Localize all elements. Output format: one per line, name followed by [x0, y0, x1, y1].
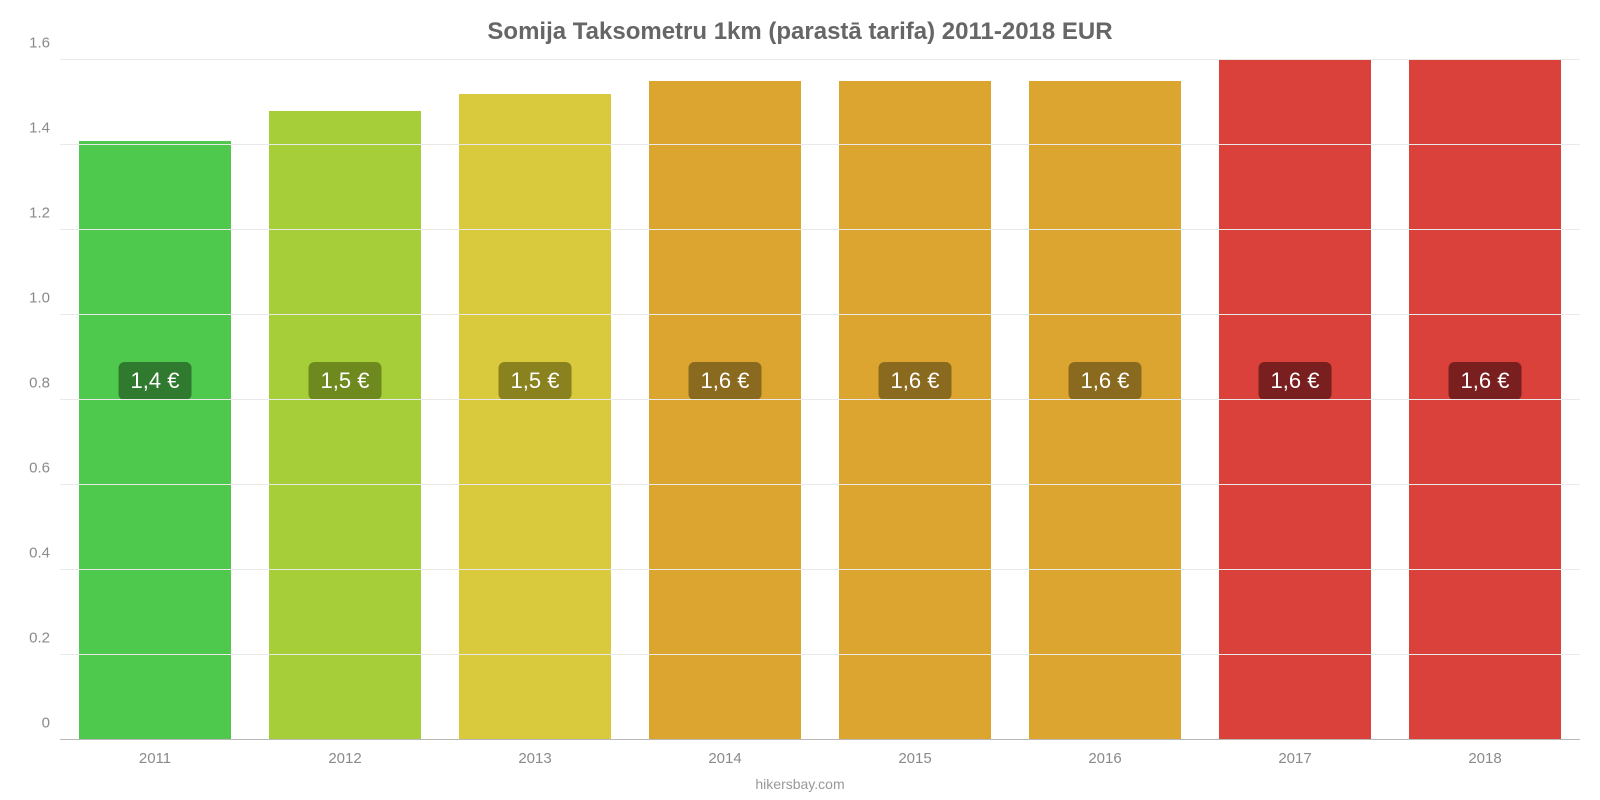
- x-tick-label: 2012: [328, 740, 361, 767]
- y-tick-label: 0.6: [29, 460, 60, 477]
- grid-line: [60, 144, 1580, 145]
- bar: [79, 141, 231, 740]
- bar-slot: 1,6 €2017: [1200, 60, 1390, 740]
- value-badge: 1,6 €: [689, 362, 762, 400]
- x-tick-label: 2018: [1468, 740, 1501, 767]
- value-badge: 1,6 €: [1259, 362, 1332, 400]
- grid-line: [60, 569, 1580, 570]
- x-tick-label: 2011: [139, 740, 171, 767]
- attribution: hikersbay.com: [0, 776, 1600, 792]
- bar: [1029, 81, 1181, 740]
- grid-line: [60, 654, 1580, 655]
- bar: [839, 81, 991, 740]
- y-tick-label: 0.8: [29, 375, 60, 392]
- chart-container: Somija Taksometru 1km (parastā tarifa) 2…: [0, 0, 1600, 800]
- grid-line: [60, 59, 1580, 60]
- y-tick-label: 1.2: [29, 205, 60, 222]
- chart-title: Somija Taksometru 1km (parastā tarifa) 2…: [0, 0, 1600, 52]
- grid-line: [60, 229, 1580, 230]
- y-tick-label: 1.6: [29, 35, 60, 52]
- bar-slot: 1,5 €2013: [440, 60, 630, 740]
- bar-slot: 1,6 €2018: [1390, 60, 1580, 740]
- bars-row: 1,4 €20111,5 €20121,5 €20131,6 €20141,6 …: [60, 60, 1580, 740]
- bar: [269, 111, 421, 740]
- y-tick-label: 0: [42, 715, 60, 732]
- bar-slot: 1,6 €2014: [630, 60, 820, 740]
- x-tick-label: 2015: [898, 740, 931, 767]
- bar-slot: 1,6 €2015: [820, 60, 1010, 740]
- value-badge: 1,6 €: [1069, 362, 1142, 400]
- x-tick-label: 2017: [1278, 740, 1311, 767]
- baseline: [60, 739, 1580, 740]
- value-badge: 1,5 €: [309, 362, 382, 400]
- x-tick-label: 2016: [1088, 740, 1121, 767]
- y-tick-label: 0.4: [29, 545, 60, 562]
- bar-slot: 1,6 €2016: [1010, 60, 1200, 740]
- y-tick-label: 0.2: [29, 630, 60, 647]
- y-tick-label: 1.4: [29, 120, 60, 137]
- grid-line: [60, 484, 1580, 485]
- plot-area: 1,4 €20111,5 €20121,5 €20131,6 €20141,6 …: [60, 60, 1580, 740]
- x-tick-label: 2013: [518, 740, 551, 767]
- bar-slot: 1,4 €2011: [60, 60, 250, 740]
- value-badge: 1,6 €: [879, 362, 952, 400]
- grid-line: [60, 314, 1580, 315]
- x-tick-label: 2014: [708, 740, 741, 767]
- value-badge: 1,4 €: [119, 362, 192, 400]
- y-tick-label: 1.0: [29, 290, 60, 307]
- value-badge: 1,5 €: [499, 362, 572, 400]
- bar: [459, 94, 611, 740]
- grid-line: [60, 399, 1580, 400]
- value-badge: 1,6 €: [1449, 362, 1522, 400]
- bar-slot: 1,5 €2012: [250, 60, 440, 740]
- bar: [649, 81, 801, 740]
